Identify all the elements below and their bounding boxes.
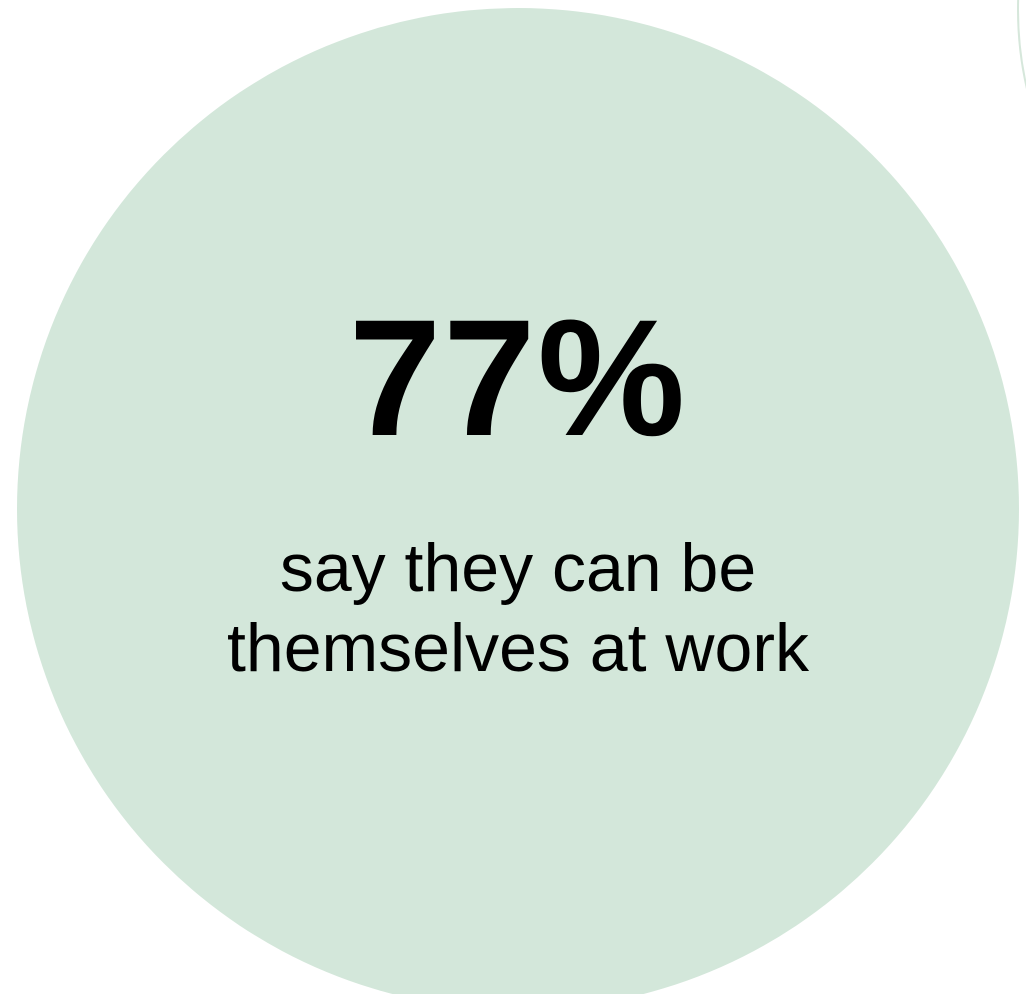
stat-value: 77%	[348, 286, 688, 471]
stat-caption-line-1: say they can be	[279, 530, 757, 606]
stat-circle	[17, 8, 1019, 994]
stat-caption-line-2: themselves at work	[227, 610, 809, 686]
stat-caption: say they can be themselves at work	[17, 528, 1019, 688]
